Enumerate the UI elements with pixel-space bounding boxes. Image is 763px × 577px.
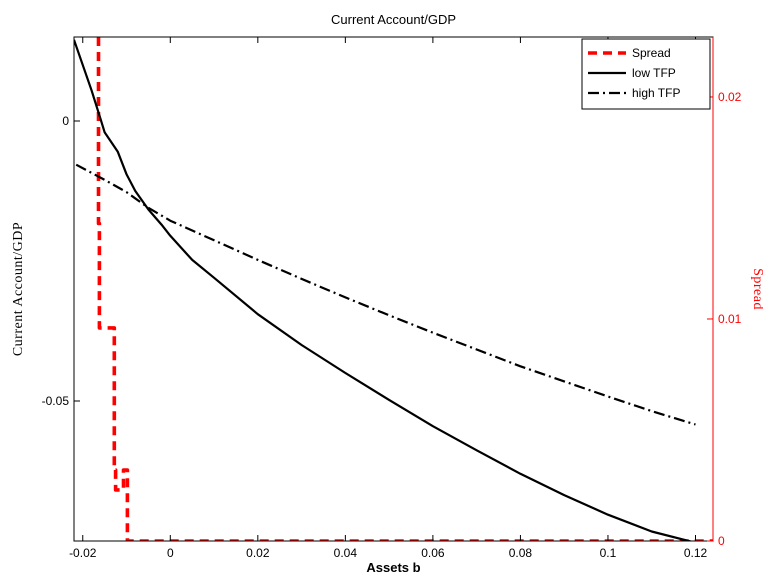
legend-label: high TFP xyxy=(632,86,680,100)
plot-area xyxy=(74,37,713,541)
series-line-high-tfp xyxy=(75,163,696,426)
y-tick-label: -0.05 xyxy=(42,394,70,408)
series-line-spread xyxy=(96,37,713,541)
y-axis-label: Current Account/GDP xyxy=(11,222,26,356)
legend: Spread low TFP high TFP xyxy=(581,38,711,110)
x-tick-label: -0.02 xyxy=(69,546,97,560)
x-tick-label: 0.06 xyxy=(421,546,445,560)
x-tick-label: 0.08 xyxy=(509,546,533,560)
legend-label: low TFP xyxy=(632,66,676,80)
y-axis-label-right: Spread xyxy=(750,268,763,310)
y-tick-label-right: 0.02 xyxy=(718,90,742,104)
legend-label: Spread xyxy=(632,46,671,60)
plot-frame xyxy=(73,36,714,542)
x-tick-label: 0.1 xyxy=(600,546,617,560)
x-axis-label: Assets b xyxy=(366,560,420,575)
y-tick-label-right: 0 xyxy=(718,534,725,548)
x-tick-label: 0.12 xyxy=(684,546,708,560)
chart-title: Current Account/GDP xyxy=(331,12,456,27)
x-tick-label: 0.04 xyxy=(334,546,358,560)
x-tick-label: 0 xyxy=(167,546,174,560)
y-tick-label: 0 xyxy=(62,114,69,128)
x-tick-label: 0.02 xyxy=(246,546,270,560)
axes: -0.02 0 0.02 0.04 0.06 0.08 0.1 0.12 0 -0.05 0 0.01… xyxy=(42,36,742,560)
series-line-low-tfp xyxy=(74,39,694,541)
y-tick-label-right: 0.01 xyxy=(718,312,742,326)
